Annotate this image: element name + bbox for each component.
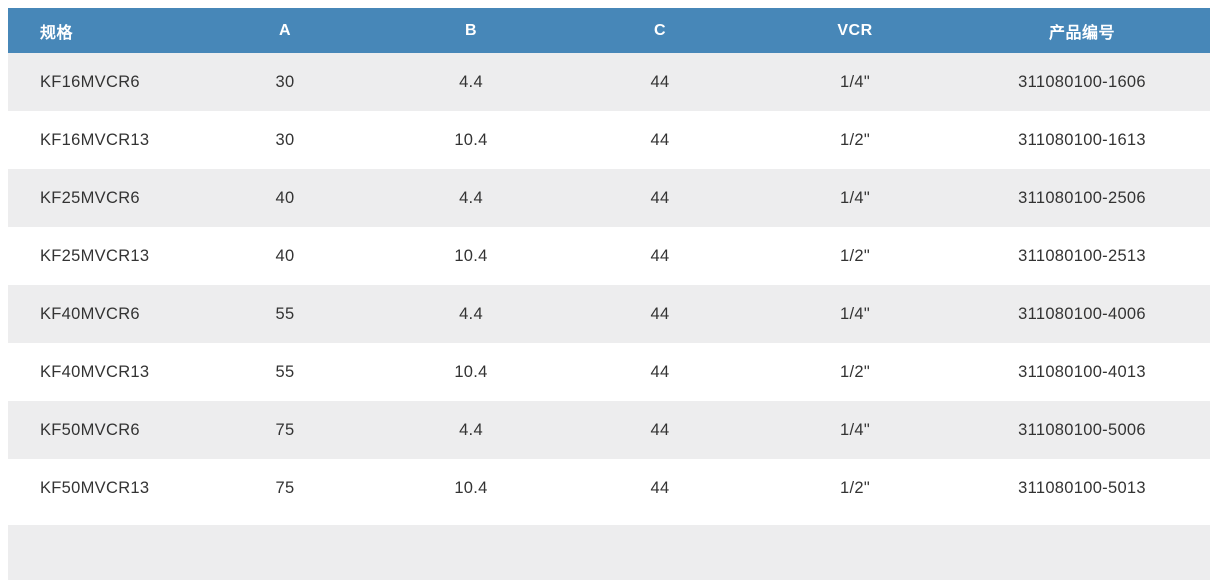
cell-c: 44 <box>650 188 670 207</box>
product-spec-table: 规格 A B C VCR 产品编号 KF16MVCR6 30 4.4 44 1/… <box>8 8 1210 517</box>
cell-a: 30 <box>275 72 295 91</box>
cell-part-number: 311080100-5006 <box>1018 420 1146 439</box>
table-row: KF40MVCR6 55 4.4 44 1/4" 311080100-4006 <box>8 285 1210 343</box>
spec-table-page: 规格 A B C VCR 产品编号 KF16MVCR6 30 4.4 44 1/… <box>8 8 1210 580</box>
cell-b: 10.4 <box>454 478 488 497</box>
cell-spec: KF40MVCR13 <box>40 362 150 381</box>
cell-part-number: 311080100-2506 <box>1018 188 1146 207</box>
cell-a: 55 <box>275 362 295 381</box>
cell-spec: KF25MVCR13 <box>40 246 150 265</box>
header-b: B <box>378 8 564 53</box>
table-row: KF16MVCR13 30 10.4 44 1/2" 311080100-161… <box>8 111 1210 169</box>
cell-b: 4.4 <box>459 420 483 439</box>
cell-spec: KF16MVCR13 <box>40 130 150 149</box>
cell-spec: KF25MVCR6 <box>40 188 140 207</box>
cell-spec: KF50MVCR13 <box>40 478 150 497</box>
cell-c: 44 <box>650 420 670 439</box>
header-row: 规格 A B C VCR 产品编号 <box>8 8 1210 53</box>
empty-trailing-row <box>8 525 1210 580</box>
cell-a: 30 <box>275 130 295 149</box>
cell-part-number: 311080100-5013 <box>1018 478 1146 497</box>
cell-a: 75 <box>275 478 295 497</box>
cell-part-number: 311080100-1613 <box>1018 130 1146 149</box>
header-a: A <box>192 8 378 53</box>
cell-vcr: 1/2" <box>840 246 870 265</box>
cell-spec: KF40MVCR6 <box>40 304 140 323</box>
cell-c: 44 <box>650 72 670 91</box>
cell-part-number: 311080100-1606 <box>1018 72 1146 91</box>
table-row: KF50MVCR13 75 10.4 44 1/2" 311080100-501… <box>8 459 1210 517</box>
cell-vcr: 1/4" <box>840 72 870 91</box>
table-body: KF16MVCR6 30 4.4 44 1/4" 311080100-1606 … <box>8 53 1210 517</box>
cell-vcr: 1/4" <box>840 420 870 439</box>
table-row: KF40MVCR13 55 10.4 44 1/2" 311080100-401… <box>8 343 1210 401</box>
cell-vcr: 1/4" <box>840 304 870 323</box>
cell-c: 44 <box>650 246 670 265</box>
table-row: KF16MVCR6 30 4.4 44 1/4" 311080100-1606 <box>8 53 1210 111</box>
cell-a: 40 <box>275 188 295 207</box>
cell-b: 4.4 <box>459 304 483 323</box>
cell-c: 44 <box>650 130 670 149</box>
cell-c: 44 <box>650 478 670 497</box>
cell-vcr: 1/4" <box>840 188 870 207</box>
cell-part-number: 311080100-4013 <box>1018 362 1146 381</box>
cell-part-number: 311080100-2513 <box>1018 246 1146 265</box>
header-c: C <box>564 8 756 53</box>
table-row: KF25MVCR6 40 4.4 44 1/4" 311080100-2506 <box>8 169 1210 227</box>
cell-b: 4.4 <box>459 72 483 91</box>
header-spec: 规格 <box>8 8 192 53</box>
cell-b: 4.4 <box>459 188 483 207</box>
cell-b: 10.4 <box>454 130 488 149</box>
cell-a: 40 <box>275 246 295 265</box>
cell-spec: KF16MVCR6 <box>40 72 140 91</box>
cell-c: 44 <box>650 304 670 323</box>
table-header: 规格 A B C VCR 产品编号 <box>8 8 1210 53</box>
header-vcr: VCR <box>756 8 954 53</box>
cell-a: 75 <box>275 420 295 439</box>
cell-vcr: 1/2" <box>840 130 870 149</box>
cell-b: 10.4 <box>454 246 488 265</box>
table-row: KF25MVCR13 40 10.4 44 1/2" 311080100-251… <box>8 227 1210 285</box>
cell-vcr: 1/2" <box>840 362 870 381</box>
cell-vcr: 1/2" <box>840 478 870 497</box>
cell-b: 10.4 <box>454 362 488 381</box>
cell-a: 55 <box>275 304 295 323</box>
cell-part-number: 311080100-4006 <box>1018 304 1146 323</box>
header-part-number: 产品编号 <box>954 8 1210 53</box>
table-row: KF50MVCR6 75 4.4 44 1/4" 311080100-5006 <box>8 401 1210 459</box>
cell-c: 44 <box>650 362 670 381</box>
cell-spec: KF50MVCR6 <box>40 420 140 439</box>
